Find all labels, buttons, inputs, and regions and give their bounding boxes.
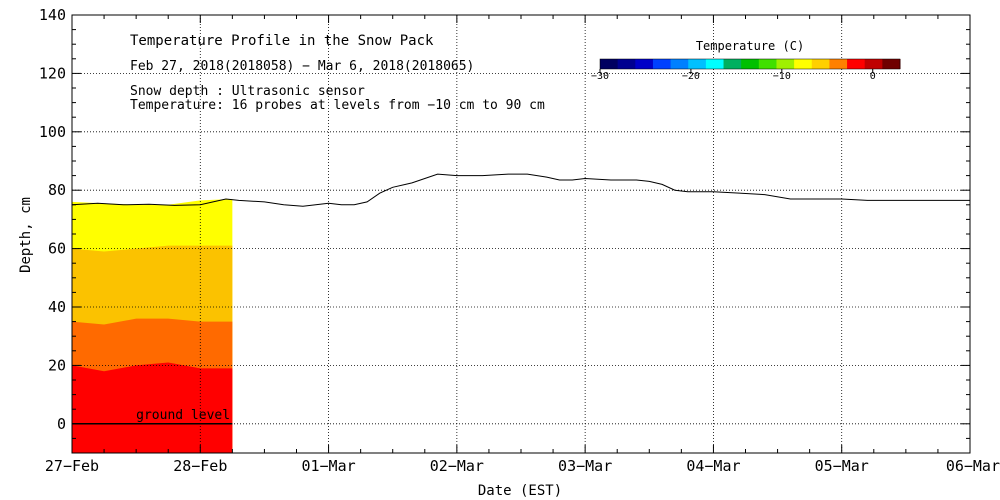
y-tick-label: 0 [57, 415, 66, 433]
colorbar-swatch [758, 59, 777, 69]
colorbar-tick-label: −10 [773, 71, 791, 82]
colorbar-swatch [847, 59, 866, 69]
colorbar-title: Temperature (C) [696, 39, 804, 53]
x-tick-label: 05−Mar [815, 457, 869, 475]
colorbar-swatch [723, 59, 742, 69]
ground-level-label: ground level [136, 408, 230, 423]
colorbar-swatch [600, 59, 619, 69]
x-tick-label: 06−Mar [946, 457, 1000, 475]
y-tick-label: 20 [48, 356, 66, 374]
x-tick-label: 27−Feb [45, 457, 99, 475]
colorbar-swatch [864, 59, 883, 69]
chart-subtitle: Feb 27, 2018(2018058) − Mar 6, 2018(2018… [130, 59, 474, 74]
colorbar-frame [599, 58, 901, 70]
colorbar-tick-label: −20 [682, 71, 700, 82]
colorbar-swatch [635, 59, 654, 69]
colorbar-swatch [705, 59, 725, 69]
y-tick-label: 120 [39, 64, 66, 82]
colorbar-swatch [617, 59, 636, 69]
chart-title: Temperature Profile in the Snow Pack [130, 33, 434, 49]
temperature-layers [72, 198, 233, 453]
colorbar-swatch [811, 59, 830, 69]
temperature-band-1 [72, 362, 233, 453]
x-tick-label: 28−Feb [173, 457, 227, 475]
x-tick-label: 03−Mar [558, 457, 612, 475]
grid-lines [72, 15, 970, 453]
y-tick-label: 80 [48, 181, 66, 199]
x-tick-label: 01−Mar [301, 457, 355, 475]
y-tick-label: 60 [48, 240, 66, 258]
colorbar-swatch [670, 59, 689, 69]
colorbar-swatch [882, 59, 901, 69]
tick-labels: 27−Feb 28−Feb 01−Mar 02−Mar 03−Mar 04−Mar 05−M… [39, 6, 1000, 475]
colorbar-swatch [776, 59, 795, 69]
temperature-colorbar: −30 −20 −10 0 [591, 58, 901, 82]
snow-depth-line [71, 173, 970, 207]
note-temperature: Temperature: 16 probes at levels from −1… [130, 98, 545, 113]
x-tick-label: 04−Mar [686, 457, 740, 475]
colorbar-swatch [829, 59, 848, 69]
colorbar-tick-label: −30 [591, 71, 609, 82]
x-tick-label: 02−Mar [430, 457, 484, 475]
x-axis-label: Date (EST) [478, 483, 562, 499]
axis-ticks [71, 14, 971, 454]
colorbar-swatch [652, 59, 672, 69]
colorbar-swatch [688, 59, 707, 69]
note-snow-depth: Snow depth : Ultrasonic sensor [130, 84, 365, 99]
colorbar-swatch [794, 59, 813, 69]
y-tick-label: 140 [39, 6, 66, 24]
colorbar-swatch [741, 59, 760, 69]
y-tick-label: 100 [39, 123, 66, 141]
y-axis-label: Depth, cm [18, 197, 34, 273]
y-tick-label: 40 [48, 298, 66, 316]
colorbar-tick-label: 0 [870, 71, 876, 82]
